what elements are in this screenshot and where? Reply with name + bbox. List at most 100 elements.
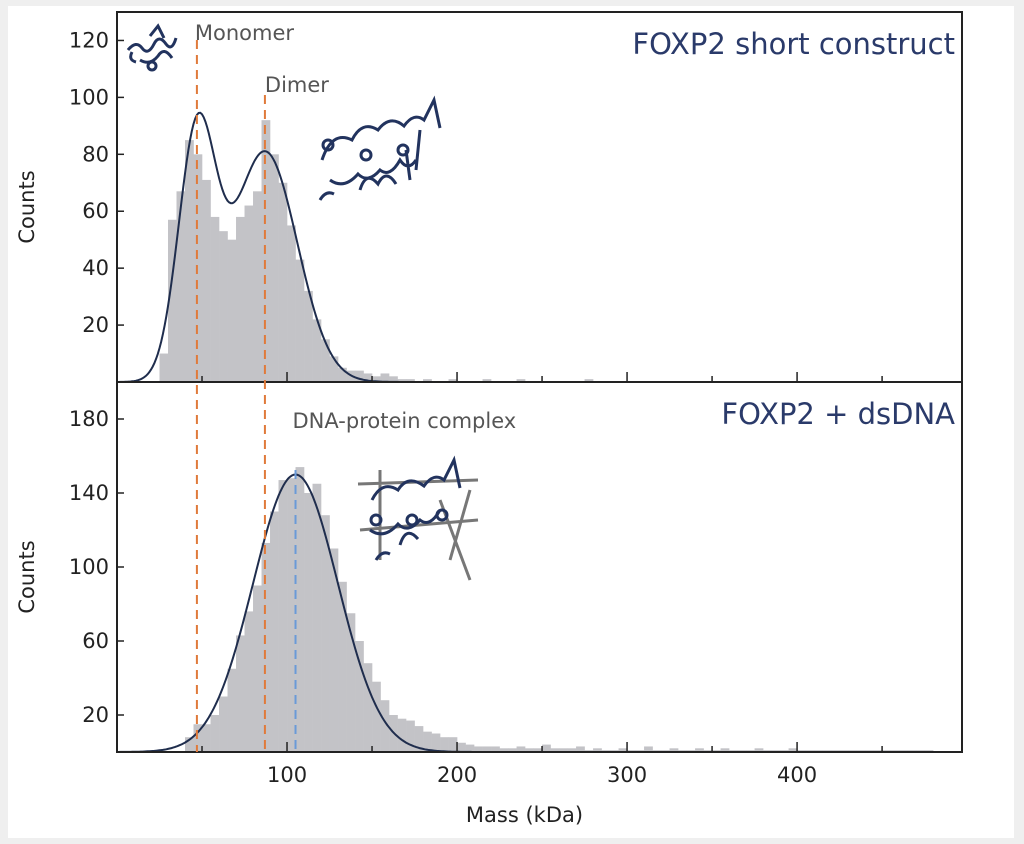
- histogram-bar: [202, 179, 211, 382]
- top-panel: 20 40 60 80 100 120 Counts FOXP2 short construc…: [15, 11, 963, 383]
- histogram-bar: [329, 356, 339, 382]
- histogram-bar: [389, 376, 398, 382]
- histogram-bar: [295, 467, 305, 752]
- histogram-bar: [304, 290, 313, 382]
- histogram-bar: [397, 379, 407, 382]
- histogram-bar: [720, 748, 730, 752]
- histogram-bar: [414, 726, 424, 752]
- annotation-label-monomer: Monomer: [195, 21, 295, 45]
- histogram-bar: [516, 379, 526, 382]
- y-tick-label: 60: [82, 199, 109, 223]
- dna-protein-complex-structure-icon: [357, 455, 479, 581]
- histogram-bar: [176, 191, 186, 382]
- histogram-bar: [261, 542, 271, 752]
- histogram-bar: [236, 635, 245, 752]
- histogram-bar: [253, 585, 262, 752]
- histogram-bar: [618, 748, 628, 752]
- histogram-bar: [482, 746, 492, 752]
- histogram-bar: [321, 515, 330, 752]
- histogram-bar: [567, 748, 577, 752]
- histogram-bar: [159, 353, 169, 382]
- histogram-bar: [253, 191, 262, 382]
- histogram-bar: [491, 746, 500, 752]
- histogram-bar: [227, 668, 237, 752]
- x-tick-label: 300: [607, 763, 647, 787]
- histogram-bar: [508, 748, 517, 752]
- histogram-bar: [525, 748, 534, 752]
- histogram-bar: [363, 373, 373, 382]
- histogram-bar: [287, 225, 296, 382]
- histogram-bar: [593, 748, 602, 752]
- histogram-bar: [440, 737, 449, 752]
- histogram-bar: [542, 744, 551, 752]
- histogram-bar: [644, 746, 653, 752]
- y-axis-label: Counts: [15, 540, 39, 613]
- histogram-bar: [406, 720, 415, 752]
- histogram-bar: [338, 581, 347, 752]
- histogram-bar: [304, 493, 313, 752]
- histogram-bar: [227, 239, 237, 382]
- histogram-bar: [372, 681, 381, 752]
- histogram-bar: [202, 724, 211, 752]
- figure-card: [8, 6, 1014, 838]
- histogram-bar: [185, 737, 194, 752]
- histogram-bar: [372, 376, 381, 382]
- histogram-bar: [533, 748, 543, 752]
- histogram-bar: [261, 120, 271, 383]
- histogram-bar: [380, 373, 390, 382]
- histogram-bar: [695, 748, 704, 752]
- histogram-bar: [295, 259, 305, 382]
- histogram-bar: [185, 140, 194, 382]
- histogram-bar: [193, 724, 203, 752]
- histogram-bar: [550, 748, 560, 752]
- panel-title: FOXP2 + dsDNA: [721, 397, 955, 431]
- histogram-bar: [168, 219, 177, 382]
- histogram-bar: [312, 483, 322, 752]
- y-tick-label: 60: [82, 629, 109, 653]
- histogram-bar: [244, 611, 254, 752]
- histogram-bar: [278, 182, 288, 382]
- histogram-bar: [346, 613, 356, 752]
- histogram-bar: [669, 748, 679, 752]
- y-tick-label: 180: [69, 407, 109, 431]
- bottom-panel: 20 60 100 140 180 Counts FOXP2 + dsDNA 100 200 30…: [15, 381, 963, 827]
- histogram-bar: [576, 746, 585, 752]
- histogram-bar: [499, 748, 509, 752]
- histogram-bar: [448, 379, 458, 382]
- y-tick-label: 100: [69, 555, 109, 579]
- y-axis-label: Counts: [15, 170, 39, 243]
- histogram-bar: [193, 154, 203, 382]
- histogram-bar: [355, 370, 364, 382]
- histogram-bar: [210, 715, 220, 752]
- histogram-bar: [559, 748, 568, 752]
- histogram-bar: [219, 231, 228, 382]
- histogram-bar: [278, 480, 288, 752]
- x-tick-label: 400: [777, 763, 817, 787]
- histogram-bar: [516, 746, 526, 752]
- x-axis-label: Mass (kDa): [466, 803, 583, 827]
- y-tick-label: 20: [82, 703, 109, 727]
- histogram-bar: [236, 216, 245, 382]
- x-tick-label: 100: [267, 763, 307, 787]
- histogram-bar: [338, 367, 347, 382]
- histogram-bar: [219, 696, 228, 752]
- histogram-bar: [482, 379, 492, 382]
- y-tick-label: 100: [69, 85, 109, 109]
- histogram-bar: [380, 700, 390, 752]
- histogram-bar: [287, 478, 296, 752]
- histogram-bar: [474, 746, 483, 752]
- histogram-bar: [465, 744, 475, 752]
- histogram-bar: [210, 216, 220, 382]
- histogram-bar: [423, 379, 432, 382]
- y-tick-label: 140: [69, 481, 109, 505]
- histogram-bar: [355, 641, 364, 752]
- annotation-label-complex: DNA-protein complex: [293, 409, 517, 433]
- dimer-structure-icon: [318, 95, 442, 201]
- y-tick-label: 120: [69, 28, 109, 52]
- histogram-bar: [397, 718, 407, 752]
- histogram-bar: [457, 742, 466, 752]
- histogram-bar: [363, 663, 373, 752]
- histogram-bar: [431, 733, 441, 752]
- panel-title: FOXP2 short construct: [632, 27, 955, 61]
